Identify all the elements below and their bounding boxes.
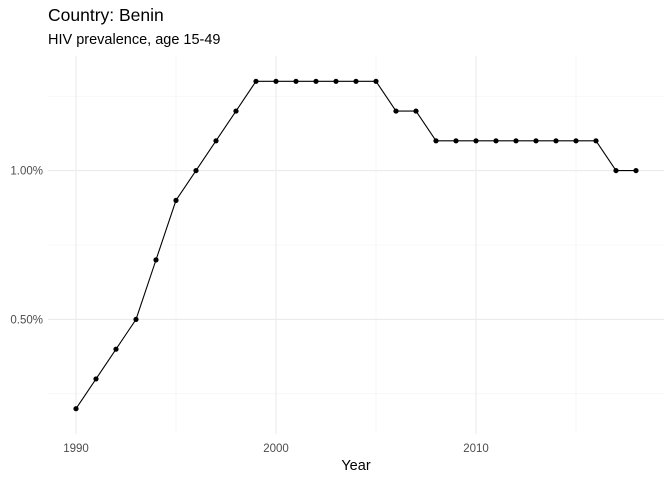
data-point	[253, 78, 259, 84]
data-point	[353, 78, 359, 84]
data-point	[393, 108, 399, 114]
x-tick-label: 2000	[263, 443, 289, 455]
chart-title: Country: Benin	[48, 5, 164, 25]
x-tick-label: 2010	[463, 443, 489, 455]
data-point	[373, 78, 379, 84]
data-point	[333, 78, 339, 84]
data-point	[213, 138, 219, 144]
data-point	[193, 167, 199, 174]
data-point	[413, 108, 419, 114]
data-point	[233, 108, 239, 114]
data-point	[153, 257, 159, 263]
data-point	[533, 138, 539, 144]
data-point	[273, 78, 279, 84]
data-point	[133, 316, 139, 323]
chart-subtitle: HIV prevalence, age 15-49	[48, 32, 221, 48]
tick-labels: 0.50% 1.00% 1990 2000 2010	[10, 166, 488, 455]
data-point	[513, 138, 519, 144]
data-point	[93, 376, 99, 382]
data-point	[453, 138, 459, 144]
x-axis-title: Year	[341, 458, 370, 474]
data-points	[73, 78, 639, 412]
data-point	[313, 78, 319, 84]
data-point	[73, 406, 79, 412]
data-point	[633, 167, 639, 174]
data-point	[473, 138, 479, 144]
data-point	[293, 78, 299, 84]
data-point	[173, 197, 179, 203]
data-point	[113, 346, 119, 352]
data-point	[553, 138, 559, 144]
data-point	[593, 138, 599, 144]
grid-lines	[48, 56, 664, 434]
data-point	[573, 138, 579, 144]
data-point	[433, 138, 439, 144]
data-point	[613, 167, 619, 174]
y-tick-label: 0.50%	[10, 314, 43, 326]
y-tick-label: 1.00%	[10, 166, 43, 178]
x-tick-label: 1990	[63, 443, 89, 455]
data-point	[493, 138, 499, 144]
